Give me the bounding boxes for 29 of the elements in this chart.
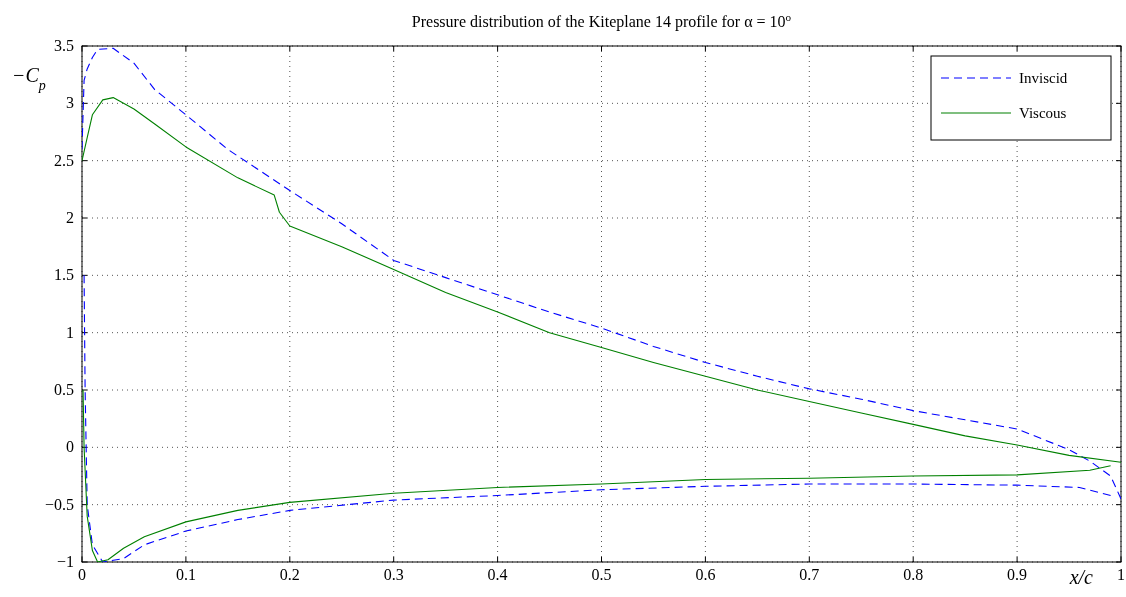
legend-label: Inviscid [1019,70,1068,86]
y-tick-label: −1 [56,553,74,570]
x-tick-label: 0.2 [279,566,300,583]
y-tick-label: 3 [66,94,74,112]
x-tick-label: 0.8 [903,566,924,583]
x-tick-label: 0.3 [383,566,404,583]
y-tick-label: 1.5 [54,266,74,284]
y-tick-label: 1 [66,323,74,341]
x-tick-label: 0.1 [175,566,196,583]
x-axis-title: x/c [1068,566,1094,588]
line-series [82,389,1112,562]
legend-label: Viscous [1019,105,1067,121]
y-tick-label: 3.5 [54,37,74,54]
x-tick-label: 0.9 [1007,566,1028,583]
x-tick-label: 0 [78,566,86,583]
y-tick-label: 2.5 [54,151,74,169]
x-tick-label: 0.6 [695,566,716,583]
line-series [82,97,1121,463]
x-tick-label: 0.7 [799,566,820,583]
y-tick-label: 0 [66,438,74,456]
x-tick-label: 0.5 [591,566,612,583]
y-tick-label: −0.5 [44,495,74,513]
chart-title: Pressure distribution of the Kiteplane 14 profile for α = 10$^{o}$ [411,11,792,31]
y-axis-title: −C$_{p}$ [12,64,46,93]
y-tick-label: 0.5 [54,381,74,398]
x-tick-label: 1 [1117,566,1125,583]
x-tick-label: 0.4 [487,566,508,583]
y-tick-label: 2 [66,209,74,226]
line-series [83,274,1112,562]
